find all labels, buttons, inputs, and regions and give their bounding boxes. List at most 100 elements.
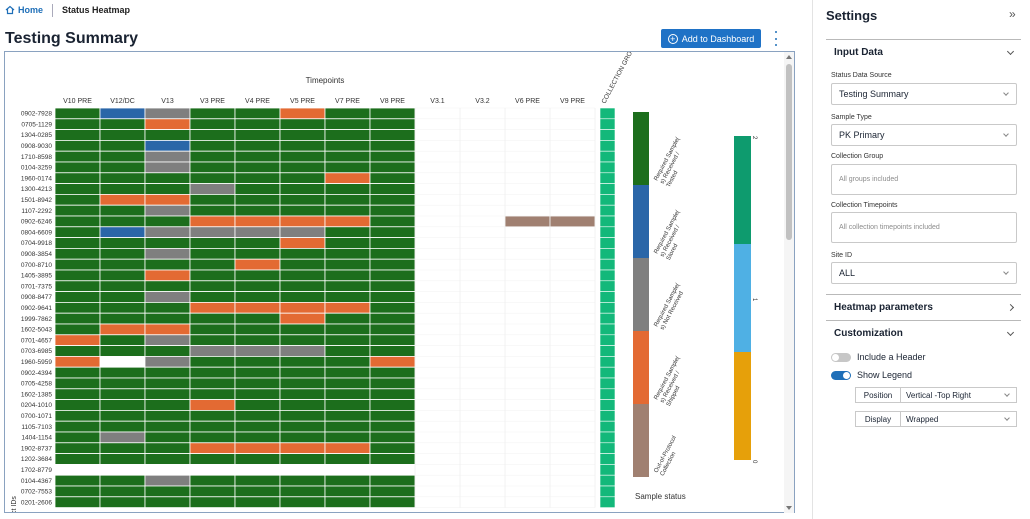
scrollbar-thumb[interactable] [786, 64, 792, 240]
input-data-section-header[interactable]: Input Data [826, 39, 1021, 65]
sample-type-select[interactable]: PK Primary [831, 124, 1017, 146]
heatmap-cell [99, 388, 146, 400]
collection-timepoints-input[interactable]: All collection timepoints included [831, 212, 1017, 243]
collection-group-cell [599, 356, 616, 368]
heatmap-cell [99, 323, 146, 336]
collection-group-cell [599, 420, 616, 433]
scroll-down-arrow-icon[interactable] [786, 506, 792, 510]
breadcrumb-home-link[interactable]: Home [5, 5, 43, 15]
column-label: V6 PRE [515, 98, 540, 105]
show-legend-label: Show Legend [857, 370, 913, 380]
heatmap-cell [99, 377, 146, 390]
heatmap-cell [324, 140, 371, 152]
status-source-select[interactable]: Testing Summary [831, 83, 1017, 105]
heatmap-cell [549, 215, 596, 228]
heatmap-cell [279, 431, 326, 444]
heatmap-cell [369, 280, 416, 293]
heatmap-cell [324, 485, 371, 498]
collection-group-input[interactable]: All groups included [831, 164, 1017, 195]
heatmap-cell [189, 312, 236, 325]
collapse-pane-icon[interactable]: » [1009, 7, 1016, 21]
heatmap-cell [54, 485, 101, 498]
heatmap-cell [234, 409, 281, 422]
heatmap-cell [279, 291, 326, 303]
legend-swatch [633, 112, 649, 185]
scroll-up-arrow-icon[interactable] [786, 55, 792, 59]
site-id-select[interactable]: ALL [831, 262, 1017, 284]
row-label: 0908-9030 [21, 143, 52, 150]
input-data-header-label: Input Data [834, 47, 883, 58]
customization-section-header[interactable]: Customization [826, 320, 1021, 346]
heatmap-cell [279, 129, 326, 141]
legend-position-value: Vertical -Top Right [906, 390, 971, 400]
show-legend-toggle[interactable] [831, 370, 851, 380]
heatmap-cell [189, 453, 236, 465]
heatmap-cell [54, 237, 101, 249]
collection-group-cell [599, 431, 616, 444]
site-id-label: Site ID [831, 252, 853, 259]
heatmap-cell [369, 366, 416, 379]
heatmap-parameters-label: Heatmap parameters [834, 302, 933, 313]
row-label: 1602-5043 [21, 327, 52, 334]
column-label: V5 PRE [290, 98, 315, 105]
heatmap-cell [369, 140, 416, 152]
heatmap-cell [54, 377, 101, 390]
heatmap-cell [144, 280, 191, 293]
heatmap-cell [54, 107, 101, 120]
heatmap-cell [279, 204, 326, 217]
heatmap-cell [234, 291, 281, 303]
heatmap-cell [54, 193, 101, 206]
heatmap-cell [54, 388, 101, 400]
group-legend-swatch [734, 244, 751, 352]
heatmap-cell [234, 345, 281, 357]
heatmap-cell [189, 355, 236, 368]
collection-group-cell [599, 226, 616, 238]
heatmap-cell [54, 129, 101, 141]
heatmap-parameters-section-header[interactable]: Heatmap parameters [826, 294, 1021, 320]
heatmap-cell [189, 172, 236, 185]
heatmap-cell [369, 323, 416, 336]
breadcrumb-current: Status Heatmap [62, 5, 131, 15]
include-header-toggle[interactable] [831, 352, 851, 362]
legend-label: Required Sample(s) Received /Tested [653, 136, 693, 188]
heatmap-cell [324, 442, 371, 454]
heatmap-cell [99, 140, 146, 152]
chevron-down-icon [1004, 391, 1010, 397]
heatmap-cell [324, 172, 371, 185]
row-label: 0104-3259 [21, 165, 52, 172]
heatmap-cell [324, 420, 371, 433]
legend-position-select[interactable]: Vertical -Top Right [901, 387, 1017, 403]
heatmap-scrollbar[interactable] [784, 52, 794, 513]
collection-group-cell [599, 258, 616, 271]
heatmap-cell [234, 107, 281, 120]
heatmap-cell [279, 226, 326, 239]
row-label: 1405-3895 [21, 273, 52, 280]
add-to-dashboard-label: Add to Dashboard [681, 33, 755, 44]
group-legend-tick: 0 [751, 460, 757, 464]
heatmap-cell [234, 172, 281, 185]
legend-position-row: Position Vertical -Top Right [855, 387, 1017, 403]
heatmap-cell [54, 258, 101, 271]
add-to-dashboard-button[interactable]: + Add to Dashboard [661, 29, 761, 48]
collection-group-cell [599, 485, 616, 498]
row-label: 1202-3684 [21, 456, 52, 463]
heatmap-cell [99, 161, 146, 174]
heatmap-cell [234, 474, 281, 487]
heatmap-cell [54, 345, 101, 357]
heatmap-cell [54, 355, 101, 368]
heatmap-cell [189, 204, 236, 217]
legend-display-select[interactable]: Wrapped [901, 411, 1017, 427]
heatmap-cell [324, 399, 371, 411]
heatmap-cell [234, 183, 281, 195]
row-label: 0902-9641 [21, 305, 52, 312]
heatmap-cell [234, 226, 281, 239]
more-options-icon[interactable] [773, 31, 779, 46]
heatmap-cell [324, 107, 371, 120]
collection-group-cell [599, 118, 616, 130]
row-label: 0700-1071 [21, 413, 52, 420]
heatmap-cell [369, 474, 416, 487]
heatmap-cell [369, 215, 416, 228]
group-legend-swatch [734, 352, 751, 460]
heatmap-cell [54, 312, 101, 325]
collection-group-cell [599, 442, 616, 454]
